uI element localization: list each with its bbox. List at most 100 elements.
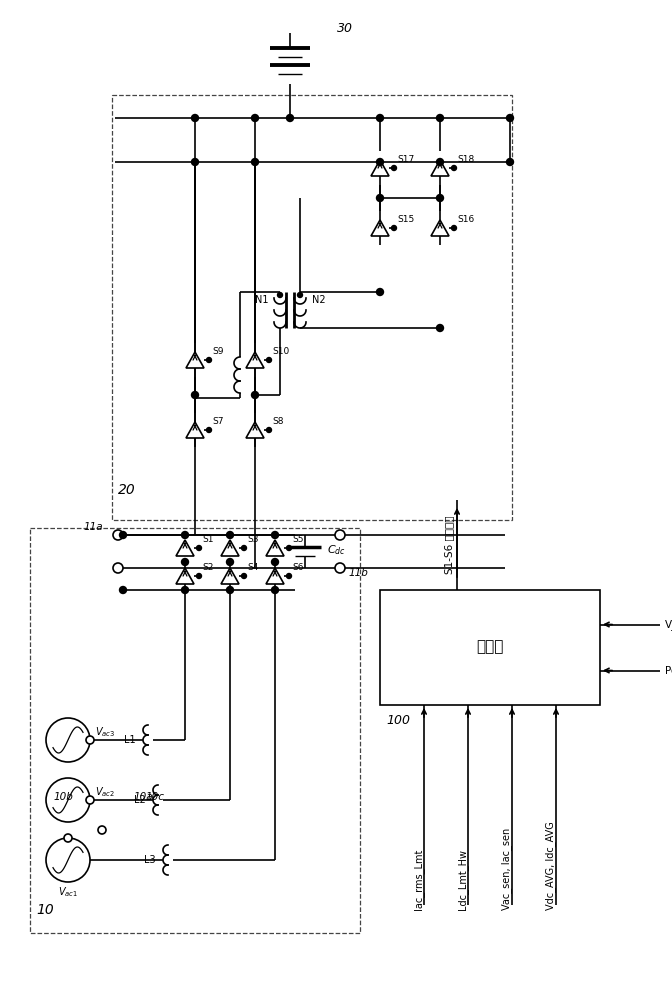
Text: S4: S4: [247, 564, 258, 572]
Circle shape: [196, 574, 202, 578]
Polygon shape: [221, 568, 239, 584]
Circle shape: [376, 194, 384, 202]
Circle shape: [46, 838, 90, 882]
Circle shape: [271, 586, 278, 593]
Polygon shape: [431, 160, 449, 176]
Circle shape: [181, 586, 189, 593]
Circle shape: [267, 358, 271, 362]
Text: 10c: 10c: [146, 792, 165, 802]
Circle shape: [86, 796, 94, 804]
Circle shape: [271, 558, 278, 566]
Text: 11a: 11a: [83, 522, 103, 532]
Circle shape: [226, 586, 233, 593]
Circle shape: [392, 165, 396, 170]
Circle shape: [278, 292, 282, 298]
Polygon shape: [186, 422, 204, 438]
Text: S17: S17: [397, 155, 414, 164]
Polygon shape: [176, 540, 194, 556]
Polygon shape: [266, 568, 284, 584]
Circle shape: [392, 226, 396, 231]
Circle shape: [241, 546, 247, 550]
Polygon shape: [266, 540, 284, 556]
Polygon shape: [431, 220, 449, 236]
Text: 10a: 10a: [133, 792, 153, 802]
Text: N1: N1: [255, 295, 268, 305]
Circle shape: [192, 114, 198, 121]
Text: $V_{ac3}$: $V_{ac3}$: [95, 725, 116, 739]
Bar: [380, 590, 600, 705]
Bar: [112, 95, 512, 520]
Circle shape: [46, 778, 90, 822]
Text: S6: S6: [292, 564, 304, 572]
Circle shape: [335, 563, 345, 573]
Polygon shape: [186, 352, 204, 368]
Text: L2: L2: [134, 795, 146, 805]
Text: 控制器: 控制器: [476, 640, 504, 654]
Text: S2: S2: [202, 564, 214, 572]
Circle shape: [181, 532, 189, 538]
Text: S5: S5: [292, 536, 304, 544]
Circle shape: [376, 288, 384, 296]
Text: Ldc_Lmt_Hw: Ldc_Lmt_Hw: [458, 849, 468, 910]
Circle shape: [181, 558, 189, 566]
Circle shape: [251, 114, 259, 121]
Circle shape: [206, 358, 212, 362]
Text: $V_{ac2}$: $V_{ac2}$: [95, 785, 115, 799]
Circle shape: [335, 530, 345, 540]
Text: S8: S8: [272, 418, 284, 426]
Circle shape: [376, 114, 384, 121]
Circle shape: [120, 586, 126, 593]
Text: Vdc_AVG, Idc_AVG: Vdc_AVG, Idc_AVG: [546, 821, 556, 910]
Text: L1: L1: [124, 735, 136, 745]
Circle shape: [226, 532, 233, 538]
Circle shape: [507, 158, 513, 165]
Circle shape: [120, 532, 126, 538]
Text: L3: L3: [144, 855, 156, 865]
Text: S10: S10: [272, 348, 289, 357]
Text: S15: S15: [397, 216, 414, 225]
Text: Vac_sen, Iac_sen: Vac_sen, Iac_sen: [501, 828, 513, 910]
Circle shape: [437, 114, 444, 121]
Text: S16: S16: [457, 216, 474, 225]
Circle shape: [113, 530, 123, 540]
Polygon shape: [221, 540, 239, 556]
Polygon shape: [246, 422, 264, 438]
Text: V_d_ref: V_d_ref: [665, 619, 672, 630]
Circle shape: [251, 158, 259, 165]
Polygon shape: [371, 220, 389, 236]
Bar: [30, 528, 360, 933]
Circle shape: [196, 546, 202, 550]
Text: 11b: 11b: [348, 568, 368, 578]
Text: 100: 100: [386, 714, 410, 726]
Circle shape: [206, 428, 212, 432]
Circle shape: [286, 546, 292, 550]
Circle shape: [192, 158, 198, 165]
Text: 30: 30: [337, 21, 353, 34]
Circle shape: [251, 391, 259, 398]
Text: Po_Max: Po_Max: [665, 665, 672, 676]
Polygon shape: [371, 160, 389, 176]
Circle shape: [298, 292, 302, 298]
Circle shape: [437, 194, 444, 202]
Polygon shape: [246, 352, 264, 368]
Text: $V_{ac1}$: $V_{ac1}$: [58, 885, 78, 899]
Circle shape: [113, 563, 123, 573]
Circle shape: [271, 532, 278, 538]
Text: S3: S3: [247, 536, 259, 544]
Text: 10: 10: [36, 903, 54, 917]
Text: 20: 20: [118, 483, 136, 497]
Circle shape: [452, 226, 456, 231]
Polygon shape: [176, 568, 194, 584]
Circle shape: [226, 558, 233, 566]
Circle shape: [286, 114, 294, 121]
Text: N2: N2: [312, 295, 326, 305]
Text: 10b: 10b: [53, 792, 73, 802]
Circle shape: [241, 574, 247, 578]
Circle shape: [437, 158, 444, 165]
Circle shape: [286, 574, 292, 578]
Text: S1-S6 控制信号: S1-S6 控制信号: [444, 516, 454, 574]
Text: S1: S1: [202, 536, 214, 544]
Circle shape: [267, 428, 271, 432]
Circle shape: [437, 324, 444, 332]
Circle shape: [507, 114, 513, 121]
